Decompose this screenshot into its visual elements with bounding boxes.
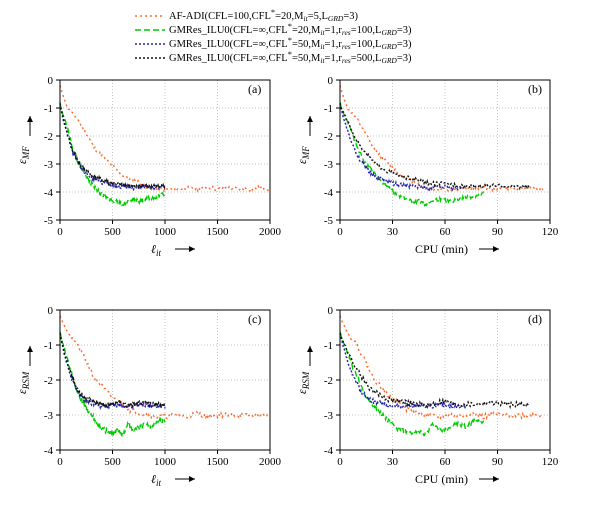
svg-text:1500: 1500 — [207, 226, 230, 238]
svg-text:-3: -3 — [44, 159, 54, 171]
svg-text:1000: 1000 — [154, 226, 177, 238]
svg-text:-3: -3 — [324, 159, 334, 171]
svg-text:-2: -2 — [44, 375, 53, 387]
svg-text:εRSM: εRSM — [295, 371, 311, 394]
svg-text:ℓit: ℓit — [151, 242, 162, 258]
svg-text:120: 120 — [542, 226, 559, 238]
svg-text:500: 500 — [104, 456, 121, 468]
svg-text:2000: 2000 — [259, 226, 282, 238]
series-gmres20 — [60, 332, 165, 436]
legend-label: GMRes_ILU0(CFL=∞,CFL*=50,Mit=1,rres=500,… — [169, 49, 412, 65]
svg-text:εMF: εMF — [15, 146, 31, 164]
series-gmres20 — [340, 332, 484, 436]
svg-text:-4: -4 — [324, 187, 334, 199]
svg-text:60: 60 — [440, 226, 452, 238]
svg-text:-3: -3 — [44, 410, 54, 422]
svg-text:90: 90 — [492, 456, 504, 468]
svg-text:CPU (min): CPU (min) — [415, 472, 468, 486]
svg-text:ℓit: ℓit — [151, 472, 162, 488]
legend-label: AF-ADI(CFL=100,CFL*=20,Mit=5,LGRD=3) — [169, 7, 359, 23]
svg-text:1500: 1500 — [207, 456, 230, 468]
svg-text:2000: 2000 — [259, 456, 282, 468]
panel-tag-c: (c) — [248, 312, 261, 326]
svg-text:0: 0 — [337, 456, 343, 468]
svg-text:30: 30 — [387, 456, 399, 468]
series-gmres50b — [340, 333, 529, 407]
svg-text:-4: -4 — [324, 445, 334, 457]
svg-text:εMF: εMF — [295, 146, 311, 164]
svg-text:500: 500 — [104, 226, 121, 238]
figure: 0 500 1000 1500 2000 -5 -4 -3 -2 -1 0 ℓit εMF (a) 0 30 6… — [0, 0, 592, 518]
series-gmres50b — [340, 103, 529, 188]
svg-text:1000: 1000 — [154, 456, 177, 468]
svg-text:-4: -4 — [44, 445, 54, 457]
svg-text:CPU (min): CPU (min) — [415, 242, 468, 256]
panel-tag-b: (b) — [528, 82, 542, 96]
svg-text:-1: -1 — [324, 103, 333, 115]
svg-text:-1: -1 — [44, 340, 53, 352]
series-gmres20 — [60, 102, 165, 205]
svg-text:0: 0 — [48, 305, 54, 317]
svg-text:-4: -4 — [44, 187, 54, 199]
svg-text:60: 60 — [440, 456, 452, 468]
svg-text:-3: -3 — [324, 410, 334, 422]
svg-text:-5: -5 — [324, 215, 334, 227]
svg-text:0: 0 — [328, 305, 334, 317]
panel-tag-a: (a) — [248, 82, 261, 96]
svg-text:0: 0 — [48, 75, 54, 87]
svg-text:0: 0 — [328, 75, 334, 87]
svg-text:0: 0 — [337, 226, 343, 238]
svg-text:-2: -2 — [324, 131, 333, 143]
panel-tag-d: (d) — [528, 312, 542, 326]
svg-text:εRSM: εRSM — [15, 371, 31, 394]
svg-text:-1: -1 — [324, 340, 333, 352]
svg-text:120: 120 — [542, 456, 559, 468]
svg-text:-2: -2 — [324, 375, 333, 387]
svg-text:-5: -5 — [44, 215, 54, 227]
series-gmres20 — [340, 102, 484, 205]
svg-text:-1: -1 — [44, 103, 53, 115]
svg-text:30: 30 — [387, 226, 399, 238]
svg-text:-2: -2 — [44, 131, 53, 143]
svg-text:0: 0 — [57, 456, 63, 468]
svg-text:0: 0 — [57, 226, 63, 238]
svg-text:90: 90 — [492, 226, 504, 238]
